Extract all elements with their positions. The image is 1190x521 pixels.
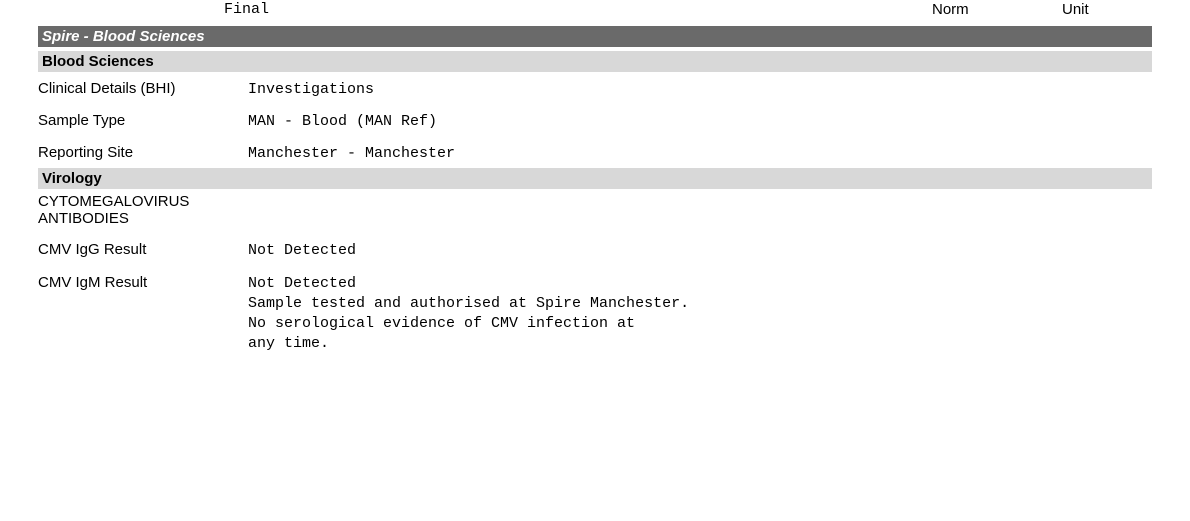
col-header-unit: Unit xyxy=(1062,0,1112,20)
report-status: Final xyxy=(224,0,932,20)
row-cmv-igg: CMV IgG Result Not Detected xyxy=(38,233,1152,265)
value-clinical-details: Investigations xyxy=(248,80,374,100)
status-final: Final xyxy=(224,0,932,20)
label-sample-type: Sample Type xyxy=(38,112,248,129)
report-header: Final Norm Unit xyxy=(38,0,1152,26)
row-sample-type: Sample Type MAN - Blood (MAN Ref) xyxy=(38,104,1152,136)
col-header-norm: Norm xyxy=(932,0,1002,20)
row-cmv-igm: CMV IgM Result Not Detected Sample teste… xyxy=(38,266,1152,359)
result-column-headers: Norm Unit xyxy=(932,0,1152,20)
section-header-virology: Virology xyxy=(38,168,1152,189)
label-cmv-igg: CMV IgG Result xyxy=(38,241,248,258)
value-reporting-site: Manchester - Manchester xyxy=(248,144,455,164)
test-group-cmv-antibodies: CYTOMEGALOVIRUS ANTIBODIES xyxy=(38,189,248,233)
row-clinical-details: Clinical Details (BHI) Investigations xyxy=(38,72,1152,104)
section-header-blood-sciences: Blood Sciences xyxy=(38,51,1152,72)
label-cmv-igm: CMV IgM Result xyxy=(38,274,248,291)
row-reporting-site: Reporting Site Manchester - Manchester xyxy=(38,136,1152,168)
value-cmv-igm: Not Detected Sample tested and authorise… xyxy=(248,274,689,355)
provider-band: Spire - Blood Sciences xyxy=(38,26,1152,47)
lab-report: Final Norm Unit Spire - Blood Sciences B… xyxy=(0,0,1190,359)
label-reporting-site: Reporting Site xyxy=(38,144,248,161)
value-sample-type: MAN - Blood (MAN Ref) xyxy=(248,112,437,132)
value-cmv-igg: Not Detected xyxy=(248,241,356,261)
label-clinical-details: Clinical Details (BHI) xyxy=(38,80,248,97)
